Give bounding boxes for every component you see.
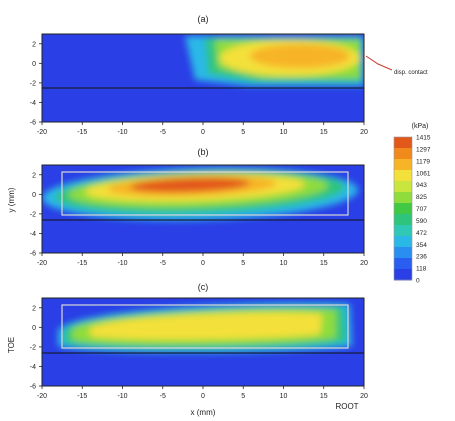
panel-a-ytick-label: -4 <box>30 100 36 107</box>
panel-c-pressure-field <box>58 302 352 353</box>
panel-a-ytick-label: 2 <box>32 41 36 48</box>
panel-c-outline-box <box>61 304 349 349</box>
panel-b-ytick-label: 2 <box>32 172 36 179</box>
panel-label-c: (c) <box>198 282 209 292</box>
panel-c: TOE x (mm) ROOT -20 -15 -10 -5 0 5 10 15 2020-2-… <box>7 297 368 417</box>
panel-c-xtick-label: 15 <box>320 393 328 400</box>
colorbar-frame <box>393 136 413 281</box>
colorbar-swatch <box>394 170 412 182</box>
panel-a-ytick-label: 0 <box>32 61 36 68</box>
colorbar-swatches <box>394 137 412 281</box>
panel-b-xtick-label: 0 <box>201 260 205 267</box>
panel-c-ytick-label: -2 <box>30 344 36 351</box>
panel-a-xtick-label: 5 <box>241 129 245 136</box>
colorbar-tick-label: 0 <box>416 278 420 285</box>
colorbar-swatch <box>394 214 412 226</box>
panel-c-xtick-label: 5 <box>241 393 245 400</box>
colorbar-tick-label: 1179 <box>416 158 430 165</box>
colorbar-tick-label: 707 <box>416 206 427 213</box>
colorbar-ticks: 1415 1297 1179 1061 943 825 707 590 472 354 236 118… <box>416 135 431 285</box>
colorbar-swatch <box>394 181 412 193</box>
panel-a-xtick-label: -10 <box>117 129 127 136</box>
colorbar-tick-label: 118 <box>416 266 427 273</box>
panel-a-ytick-label: -2 <box>30 80 36 87</box>
colorbar-swatch <box>394 159 412 171</box>
annotation-label: disp. contact <box>394 70 428 76</box>
panel-c-ytick-label: 0 <box>32 325 36 332</box>
panel-c-ylabel: TOE <box>7 337 16 353</box>
colorbar-title: (kPa) <box>412 123 429 130</box>
colorbar-tick-label: 1297 <box>416 146 431 153</box>
panel-c-xlabel: x (mm) <box>191 408 216 417</box>
panel-c-xtick-label: 10 <box>280 393 288 400</box>
panel-b-pressure-field <box>42 167 358 221</box>
panel-c-xtick-label: -15 <box>77 393 87 400</box>
panel-c-contour-3 <box>90 312 322 340</box>
colorbar: (kPa) 1415 1297 1179 1061 943 825 707 590 472 354… <box>393 123 431 285</box>
colorbar-tick-label: 1061 <box>416 170 431 177</box>
panel-b-xtick-label: 5 <box>241 260 245 267</box>
panel-a-pressure-field <box>185 36 364 86</box>
colorbar-swatch <box>394 148 412 160</box>
panel-a-xtick-label: -15 <box>77 129 87 136</box>
colorbar-swatch <box>394 203 412 215</box>
panel-a-contour-4 <box>250 44 350 68</box>
panel-a-xtick-label: -20 <box>37 129 47 136</box>
panel-a-ytick-label: -6 <box>30 120 36 127</box>
panel-c-xtick-label: -5 <box>160 393 166 400</box>
panel-b-xtick-label: -5 <box>160 260 166 267</box>
panel-a-xtick-label: -5 <box>160 129 166 136</box>
colorbar-swatch <box>394 247 412 259</box>
colorbar-swatch <box>394 192 412 204</box>
panel-a-xtick-label: 20 <box>360 129 368 136</box>
colorbar-tick-label: 825 <box>416 194 427 201</box>
panel-b-xtick-label: 15 <box>320 260 328 267</box>
panel-b-ytick-label: -4 <box>30 231 36 238</box>
panel-b-contour-5 <box>130 177 250 193</box>
panel-a: disp. contact -20 -15 -10 -5 0 5 10 15 2020-2-4-… <box>30 33 428 136</box>
panel-c-ytick-label: -4 <box>30 364 36 371</box>
panel-b-xtick-label: -20 <box>37 260 47 267</box>
panel-c-corner-label: ROOT <box>335 402 358 411</box>
panel-b-xtick-label: 20 <box>360 260 368 267</box>
colorbar-tick-label: 354 <box>416 242 427 249</box>
panel-b-xtick-label: -15 <box>77 260 87 267</box>
panel-c-xtick-label: -10 <box>117 393 127 400</box>
panel-b-xtick-label: 10 <box>280 260 288 267</box>
panel-label-b: (b) <box>198 147 209 157</box>
panel-c-xtick-label: -20 <box>37 393 47 400</box>
panel-a-xtick-label: 0 <box>201 129 205 136</box>
colorbar-swatch <box>394 269 412 281</box>
annotation-arrow <box>365 55 393 71</box>
panel-a-xtick-label: 15 <box>320 129 328 136</box>
panel-b-ytick-label: -6 <box>30 251 36 258</box>
colorbar-tick-label: 1415 <box>416 135 431 142</box>
colorbar-tick-label: 943 <box>416 182 427 189</box>
colorbar-swatch <box>394 225 412 237</box>
panel-c-ytick-label: 2 <box>32 305 36 312</box>
panel-b-ylabel: y (mm) <box>7 187 16 212</box>
panel-c-xtick-label: 0 <box>201 393 205 400</box>
panel-c-ytick-label: -6 <box>30 384 36 391</box>
panel-b-ytick-label: 0 <box>32 192 36 199</box>
colorbar-swatch <box>394 258 412 270</box>
colorbar-swatch <box>394 137 412 149</box>
panel-b-xtick-label: -10 <box>117 260 127 267</box>
panel-b-outline-box <box>61 171 349 216</box>
colorbar-tick-label: 236 <box>416 254 427 261</box>
panel-b-ytick-label: -2 <box>30 211 36 218</box>
panel-label-a: (a) <box>198 14 209 24</box>
colorbar-tick-label: 590 <box>416 218 427 225</box>
panel-a-xtick-label: 10 <box>280 129 288 136</box>
panel-c-xtick-label: 20 <box>360 393 368 400</box>
colorbar-tick-label: 472 <box>416 230 427 237</box>
colorbar-swatch <box>394 236 412 248</box>
